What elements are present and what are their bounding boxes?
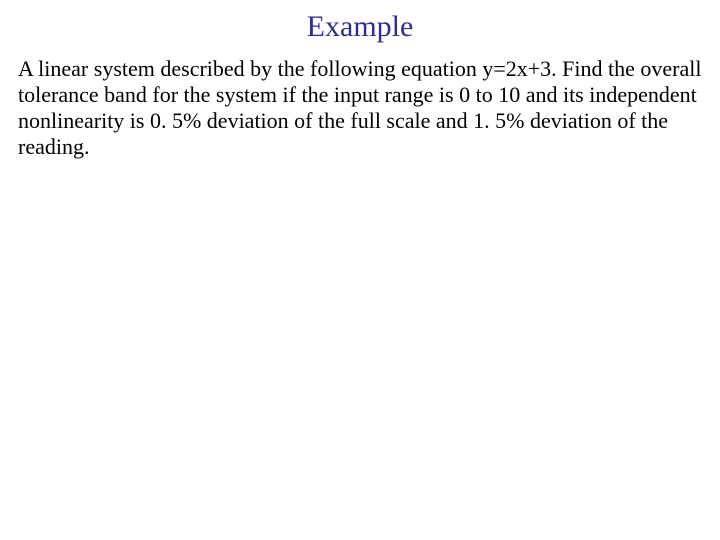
- slide-body-text: A linear system described by the followi…: [0, 56, 720, 160]
- slide: Example A linear system described by the…: [0, 0, 720, 540]
- slide-title: Example: [0, 0, 720, 56]
